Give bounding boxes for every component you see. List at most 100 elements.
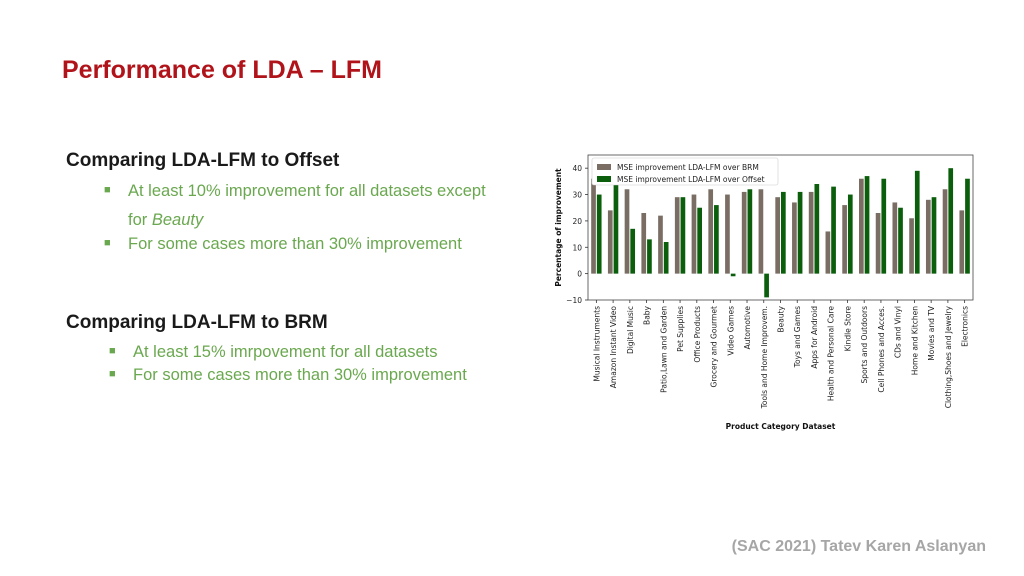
offset-bullet-1-continuation: for Beauty: [128, 210, 203, 230]
improvement-bar-chart: −10 0 10 20 30 40 Percentage of improvement Mus…: [554, 154, 974, 431]
x-tick-label: Patio,Lawn and Garden: [659, 306, 668, 393]
bar-offset: [931, 197, 937, 274]
legend-box: [591, 157, 779, 186]
x-tick-label: Grocery and Gourmet: [710, 306, 719, 387]
x-tick-label: Beauty: [777, 305, 786, 332]
brm-bullet-2-text: For some cases more than 30% improvement: [133, 366, 467, 384]
bar-offset: [914, 170, 920, 274]
brm-section-heading: Comparing LDA-LFM to BRM: [66, 312, 328, 333]
legend-swatch: [597, 164, 611, 170]
x-tick-label: Amazon Instant Video: [609, 306, 618, 389]
bar-brm: [641, 213, 647, 274]
bar-brm: [792, 202, 797, 274]
bullet-square-icon: ■: [109, 368, 116, 380]
x-tick-label: Electronics: [961, 306, 970, 347]
bar-offset: [864, 176, 870, 274]
y-axis-label: Percentage of improvement: [554, 168, 563, 287]
offset-bullet-2-text: For some cases more than 30% improvement: [128, 235, 462, 253]
x-tick-label: Automotive: [743, 306, 752, 350]
bar-offset: [697, 207, 702, 274]
x-tick-label: Office Products: [693, 306, 702, 363]
bar-brm: [725, 194, 730, 274]
bar-offset: [747, 189, 753, 274]
bar-offset: [613, 168, 619, 274]
bar-brm: [959, 210, 965, 274]
x-tick-label: CDs and Vinyl: [894, 306, 903, 358]
y-tick-label: 10: [572, 243, 582, 252]
x-tick-label: Apps for Android: [810, 306, 819, 369]
bar-offset: [764, 273, 769, 298]
y-tick-label: 0: [577, 270, 582, 279]
legend-label: MSE improvement LDA-LFM over BRM: [617, 163, 759, 172]
bar-brm: [859, 178, 864, 274]
x-tick-label: Baby: [643, 305, 652, 325]
x-tick-label: Health and Personal Care: [827, 306, 836, 402]
bar-brm: [842, 205, 847, 274]
bar-brm: [775, 197, 780, 274]
offset-bullet-1-italic: Beauty: [151, 211, 204, 229]
bar-brm: [909, 218, 914, 274]
x-tick-label: Musical Instruments: [592, 306, 601, 382]
x-axis-label: Product Category Dataset: [726, 422, 836, 431]
x-tick-label: Kindle Store: [843, 306, 852, 352]
x-tick-label: Sports and Outdoors: [860, 306, 869, 384]
bar-brm: [758, 189, 764, 274]
x-tick-label: Home and Kitchen: [910, 306, 919, 375]
bullet-square-icon: ■: [104, 237, 111, 249]
brm-bullet-1: ■ At least 15% imrpovement for all datas…: [109, 342, 438, 362]
bar-offset: [948, 168, 954, 274]
y-tick-label: −10: [566, 296, 582, 305]
slide-title: Performance of LDA – LFM: [62, 56, 382, 84]
bar-brm: [708, 189, 714, 274]
bullet-square-icon: ■: [109, 345, 116, 357]
bar-brm: [892, 202, 898, 274]
legend-swatch: [597, 176, 611, 182]
bar-offset: [814, 184, 820, 274]
bar-brm: [741, 191, 747, 274]
bar-brm: [591, 178, 596, 274]
footer-credit: (SAC 2021) Tatev Karen Aslanyan: [731, 538, 986, 555]
offset-bullet-2: ■ For some cases more than 30% improveme…: [104, 234, 462, 254]
offset-bullet-1-line1: At least 10% improvement for all dataset…: [128, 182, 486, 200]
bar-brm: [658, 215, 663, 274]
legend-label: MSE improvement LDA-LFM over Offset: [617, 175, 765, 184]
bar-offset: [680, 197, 686, 274]
bar-offset: [847, 194, 853, 274]
x-tick-label: Toys and Games: [793, 306, 802, 368]
bar-brm: [691, 194, 697, 274]
bar-brm: [825, 231, 831, 274]
bullet-square-icon: ■: [104, 184, 111, 196]
bar-brm: [674, 197, 680, 274]
bar-offset: [898, 207, 903, 274]
bar-brm: [925, 199, 931, 274]
bar-offset: [663, 242, 669, 274]
bar-offset: [714, 205, 719, 274]
y-tick-label: 20: [572, 217, 582, 226]
bar-offset: [647, 239, 652, 274]
bar-offset: [965, 178, 970, 274]
bar-offset: [630, 228, 636, 274]
y-tick-label: 30: [572, 191, 582, 200]
x-tick-label: Digital Music: [626, 306, 635, 354]
bar-offset: [797, 191, 803, 274]
bar-brm: [624, 189, 630, 274]
bar-brm: [607, 210, 613, 274]
x-tick-label: Video Games: [726, 306, 735, 356]
bar-brm: [808, 191, 814, 274]
offset-section-heading: Comparing LDA-LFM to Offset: [66, 150, 340, 171]
x-tick-label: Pet Supplies: [676, 306, 685, 352]
bar-brm: [875, 213, 881, 274]
x-tick-label: Clothing,Shoes and Jewelry: [944, 305, 953, 408]
bar-offset: [781, 191, 786, 274]
brm-bullet-2: ■ For some cases more than 30% improveme…: [109, 365, 467, 385]
bar-offset: [881, 178, 887, 274]
offset-bullet-1: ■ At least 10% improvement for all datas…: [104, 181, 486, 201]
y-tick-label: 40: [572, 164, 582, 173]
x-tick-label: Tools and Home Improvem.: [760, 306, 769, 409]
x-tick-label: Cell Phones and Acces.: [877, 306, 886, 393]
bar-offset: [596, 194, 602, 274]
brm-bullet-1-text: At least 15% imrpovement for all dataset…: [133, 343, 438, 361]
bar-brm: [942, 189, 948, 274]
offset-bullet-1-prefix: for: [128, 211, 152, 229]
bar-offset: [831, 186, 836, 274]
